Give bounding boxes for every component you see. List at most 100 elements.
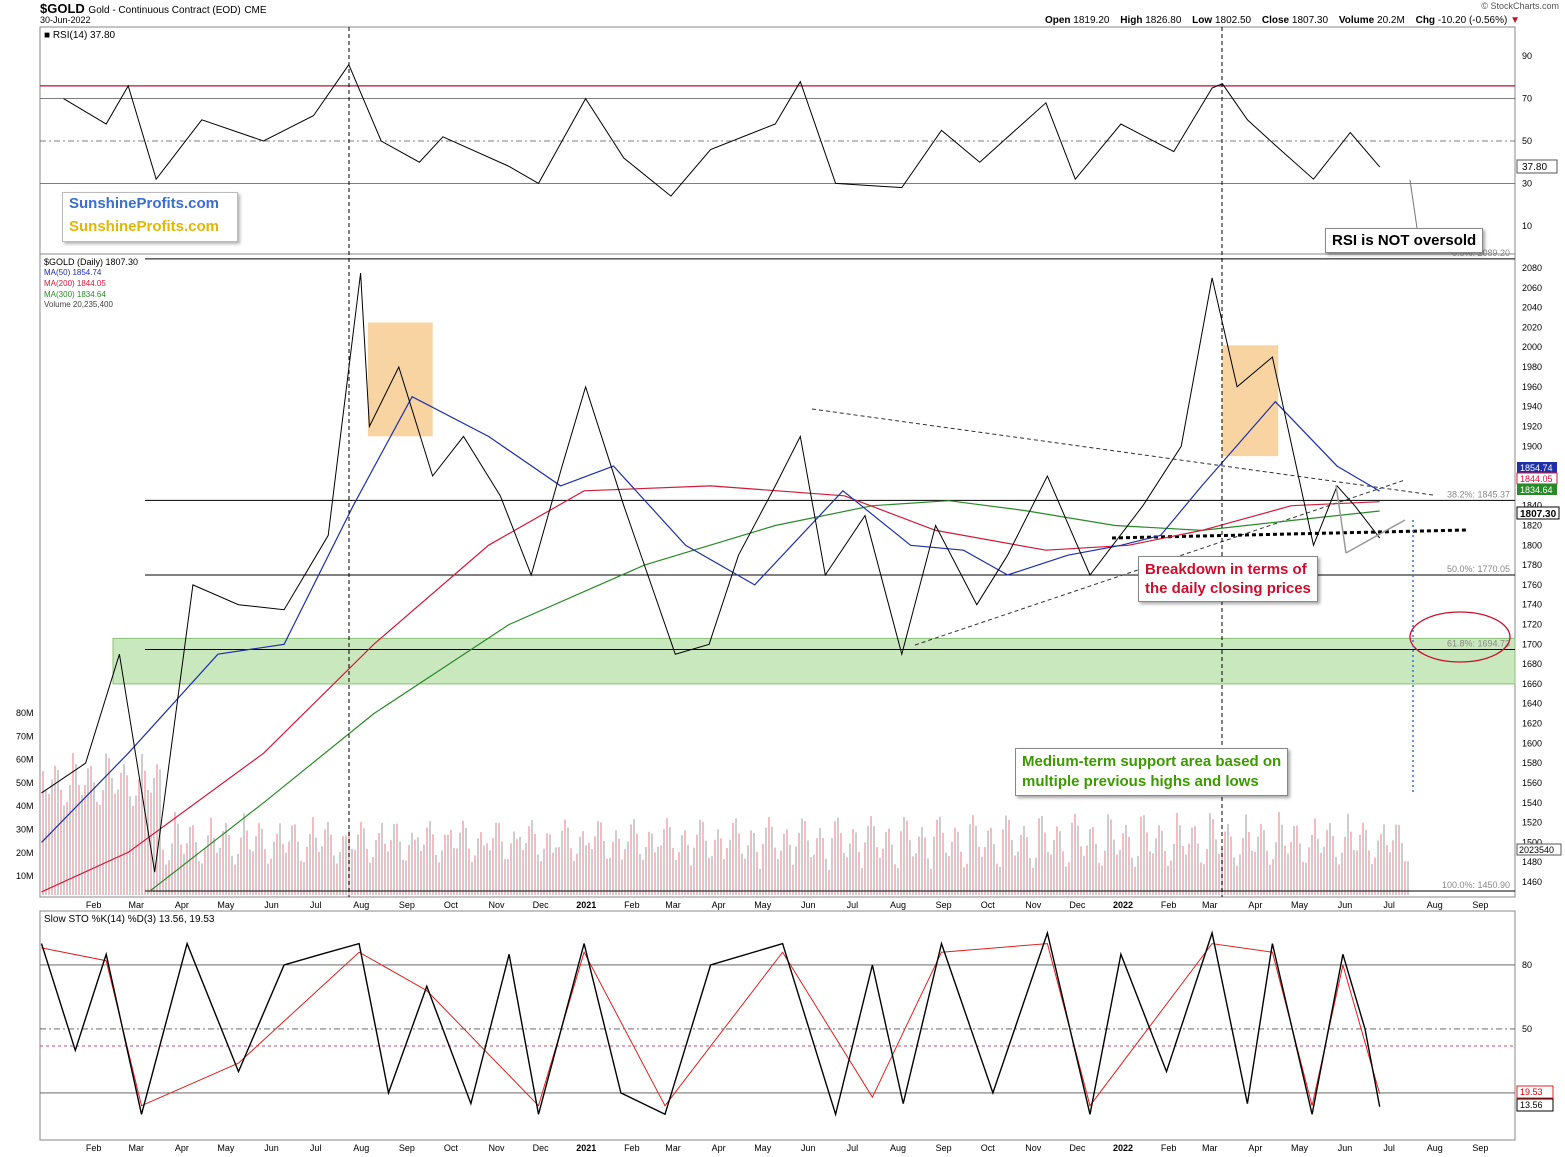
volume-bar: [1314, 818, 1316, 895]
volume-bar: [246, 830, 248, 895]
volume-bar: [324, 829, 326, 895]
high-value: 1826.80: [1145, 15, 1182, 26]
volume-bar: [636, 833, 638, 895]
volume-bar: [747, 845, 749, 895]
volume-bar: [1113, 839, 1115, 895]
volume-bar: [1365, 829, 1367, 895]
volume-bar: [396, 823, 398, 895]
month-label: Jun: [264, 1143, 279, 1153]
volume-bar: [240, 837, 242, 895]
volume-bar: [1248, 832, 1250, 895]
support-zone: [112, 637, 1516, 685]
month-label: Mar: [665, 1143, 681, 1153]
volume-bar: [165, 864, 167, 895]
volume-bar: [585, 845, 587, 895]
volume-bar: [138, 779, 140, 895]
volume-bar: [951, 841, 953, 895]
volume-bar: [552, 852, 554, 895]
volume-bar: [900, 831, 902, 895]
month-label: Apr: [1248, 900, 1262, 910]
volume-bar: [1023, 826, 1025, 895]
month-label: Dec: [1069, 900, 1086, 910]
volume-bar: [897, 868, 899, 895]
price-tick-label: 1540: [1522, 798, 1542, 808]
volume-bar: [462, 820, 464, 895]
volume-bar: [99, 804, 101, 895]
volume-bar: [393, 823, 395, 895]
volume-bar: [1329, 823, 1331, 895]
volume-bar: [381, 822, 383, 895]
volume-bar: [1215, 839, 1217, 895]
volume-bar: [867, 825, 869, 895]
volume-bar: [1005, 815, 1007, 895]
month-label: Aug: [1427, 1143, 1443, 1153]
volume-bar: [282, 844, 284, 895]
brand-text-yellow: SunshineProfits.com: [69, 218, 220, 235]
volume-bar: [1395, 824, 1397, 895]
volume-tick-label: 30M: [16, 825, 34, 835]
volume-bar: [978, 846, 980, 895]
month-label: Nov: [1025, 1143, 1042, 1153]
volume-bar: [519, 836, 521, 895]
volume-bar: [1320, 852, 1322, 895]
volume-bar: [984, 847, 986, 895]
volume-bar: [969, 824, 971, 895]
rsi-tick-label: 50: [1522, 136, 1532, 146]
volume-bar: [90, 765, 92, 895]
volume-bar: [1131, 857, 1133, 895]
price-tick-label: 1740: [1522, 600, 1542, 610]
volume-bar: [1089, 829, 1091, 895]
volume-bar: [1335, 856, 1337, 895]
volume-bar: [786, 829, 788, 895]
volume-bar: [339, 852, 341, 895]
volume-bar: [768, 817, 770, 895]
volume-bar: [1083, 855, 1085, 895]
volume-bar: [222, 831, 224, 895]
volume-bar: [726, 847, 728, 895]
volume-bar: [564, 819, 566, 895]
volume-bar: [933, 836, 935, 895]
volume-bar: [87, 768, 89, 895]
price-tick-label: 1680: [1522, 659, 1542, 669]
month-label: Oct: [981, 900, 996, 910]
rsi-tick-label: 30: [1522, 178, 1532, 188]
volume-bar: [375, 840, 377, 895]
volume-bar: [1035, 857, 1037, 895]
volume-bar: [1029, 858, 1031, 895]
volume-bar: [1071, 822, 1073, 895]
volume-bar: [789, 844, 791, 895]
volume-bar: [516, 839, 518, 895]
volume-bar: [696, 834, 698, 895]
volume-bar: [198, 861, 200, 895]
volume-bar: [450, 829, 452, 895]
volume-bar: [306, 846, 308, 895]
sto-axis: 205080: [1522, 960, 1532, 1098]
volume-bar: [1179, 825, 1181, 895]
volume-bar: [231, 855, 233, 895]
volume-tick-label: 70M: [16, 731, 34, 741]
volume-bar: [72, 753, 74, 895]
volume-bar: [1155, 838, 1157, 895]
volume-bar: [195, 842, 197, 895]
volume-bar: [453, 848, 455, 895]
volume-bar: [123, 764, 125, 895]
volume-bar: [621, 859, 623, 895]
close-value: 1807.30: [1291, 15, 1329, 26]
volume-bar: [792, 864, 794, 895]
volume-bar: [576, 853, 578, 895]
volume-bar: [831, 838, 833, 895]
volume-bar: [843, 853, 845, 895]
volume-bar: [981, 856, 983, 895]
volume-bar: [252, 851, 254, 895]
price-tick-label: 1820: [1522, 520, 1542, 530]
sto-tick-label: 80: [1522, 960, 1532, 970]
volume-bar: [669, 827, 671, 895]
volume-bar: [303, 862, 305, 895]
volume-bar: [591, 849, 593, 895]
price-tick-label: 1640: [1522, 699, 1542, 709]
volume-bar: [672, 847, 674, 895]
volume-bar: [1281, 824, 1283, 895]
volume-bar: [573, 860, 575, 895]
month-label: Jun: [264, 900, 279, 910]
volume-bar: [336, 863, 338, 895]
